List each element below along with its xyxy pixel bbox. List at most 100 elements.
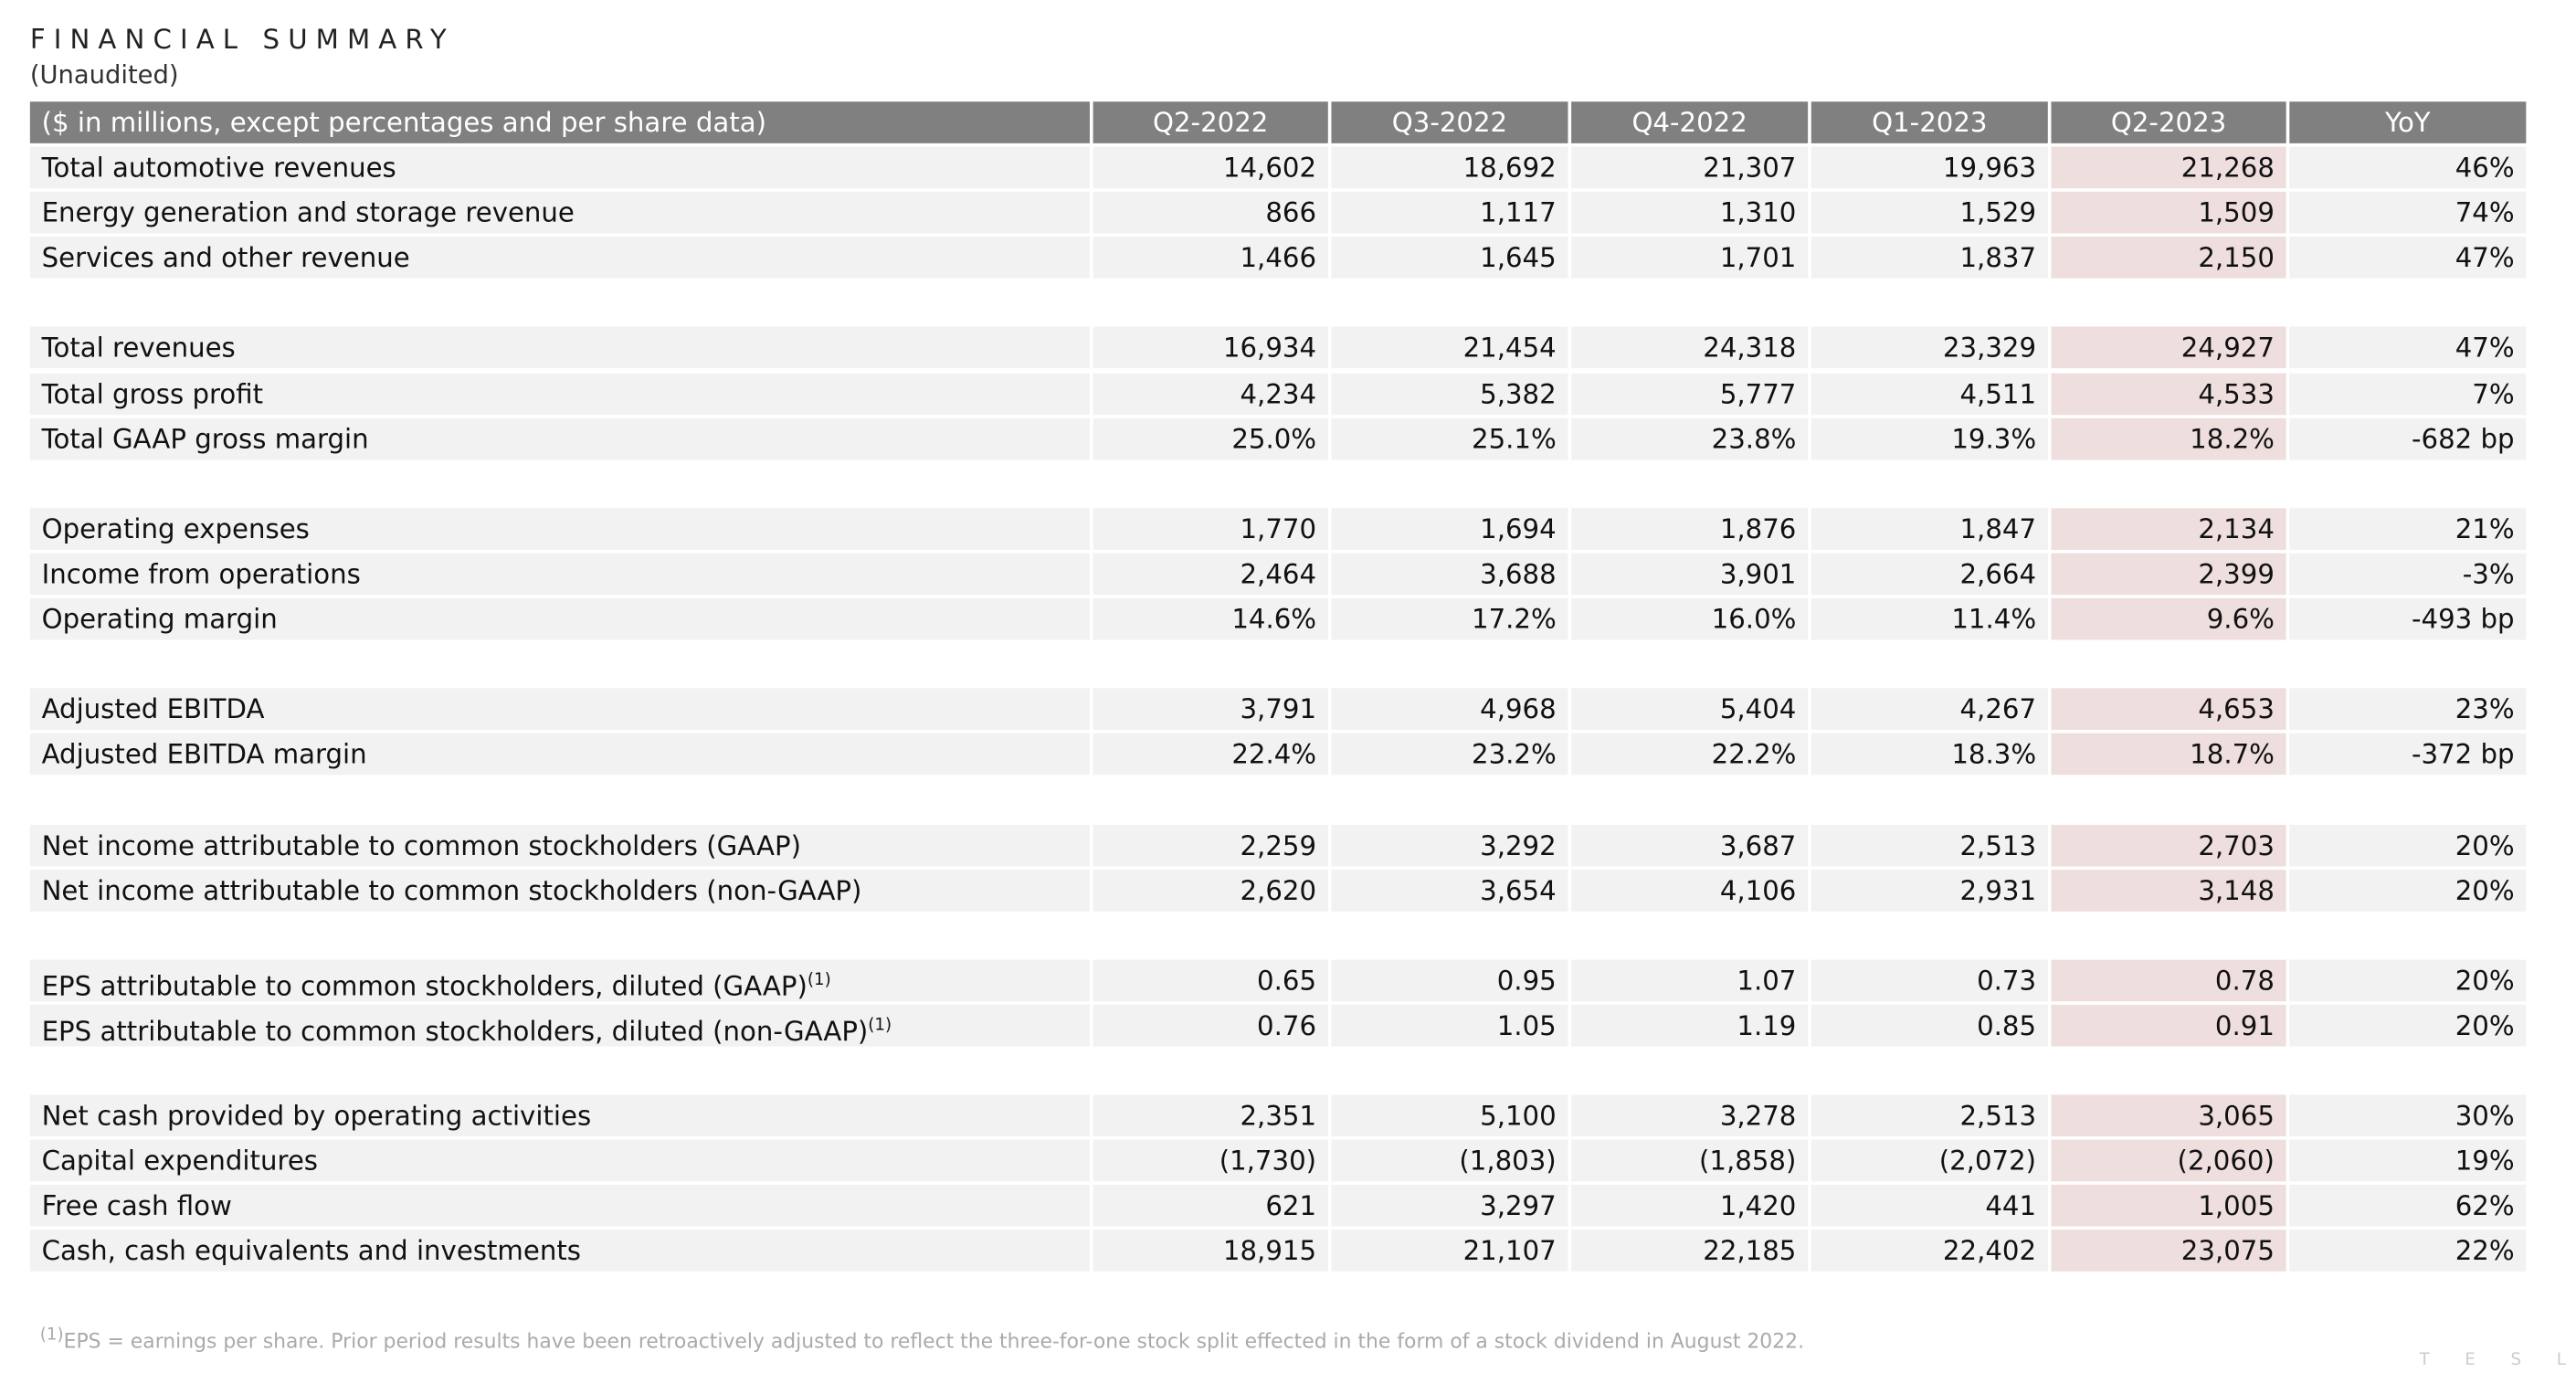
value-cell: 0.85 bbox=[1811, 1004, 2048, 1047]
value-cell: 2,351 bbox=[1093, 1094, 1328, 1137]
value-cell: 23% bbox=[2289, 688, 2527, 731]
value-cell: (1,730) bbox=[1093, 1140, 1328, 1182]
value-cell: 0.95 bbox=[1331, 959, 1568, 1001]
value-cell: 1,770 bbox=[1093, 507, 1328, 550]
value-cell: 21,307 bbox=[1571, 146, 1809, 189]
header-cell: Q1-2023 bbox=[1811, 101, 2048, 143]
logo: T E S L A bbox=[2419, 1351, 2576, 1370]
value-cell: 2,259 bbox=[1093, 824, 1328, 866]
header-cell: YoY bbox=[2289, 101, 2527, 143]
value-cell: -372 bp bbox=[2289, 734, 2527, 776]
value-cell: 2,664 bbox=[1811, 553, 2048, 596]
value-cell: 25.0% bbox=[1093, 417, 1328, 459]
value-cell: 22% bbox=[2289, 1230, 2527, 1272]
row-label: Operating expenses bbox=[29, 507, 1090, 550]
row-label-text: Total revenues bbox=[41, 332, 236, 364]
value-cell: 18.7% bbox=[2051, 734, 2286, 776]
value-cell: 22,402 bbox=[1811, 1230, 2048, 1272]
value-cell: 18.3% bbox=[1811, 734, 2048, 776]
value-cell: 2,513 bbox=[1811, 824, 2048, 866]
row-label: Energy generation and storage revenue bbox=[29, 191, 1090, 234]
title: FINANCIAL SUMMARY bbox=[29, 23, 455, 56]
value-cell: 22.4% bbox=[1093, 734, 1328, 776]
row-label: Free cash flow bbox=[29, 1185, 1090, 1228]
value-cell: 22.2% bbox=[1571, 734, 1809, 776]
row-label: EPS attributable to common stockholders,… bbox=[29, 1004, 1090, 1047]
value-cell: 3,654 bbox=[1331, 869, 1568, 912]
header-cell: Q2-2022 bbox=[1093, 101, 1328, 143]
row-label-text: Free cash flow bbox=[41, 1189, 232, 1222]
value-cell: 19% bbox=[2289, 1140, 2527, 1182]
row-label-text: Capital expenditures bbox=[41, 1145, 319, 1177]
value-cell: 23,329 bbox=[1811, 327, 2048, 369]
value-cell: 2,931 bbox=[1811, 869, 2048, 912]
footnote: (1)EPS = earnings per share. Prior perio… bbox=[40, 1326, 1804, 1353]
value-cell: 19.3% bbox=[1811, 417, 2048, 459]
value-cell: -682 bp bbox=[2289, 417, 2527, 459]
value-cell: 16,934 bbox=[1093, 327, 1328, 369]
value-cell: 5,404 bbox=[1571, 688, 1809, 731]
value-cell: 22,185 bbox=[1571, 1230, 1809, 1272]
value-cell: 3,292 bbox=[1331, 824, 1568, 866]
value-cell: 5,777 bbox=[1571, 372, 1809, 415]
row-label: Adjusted EBITDA bbox=[29, 688, 1090, 731]
header-cell: Q2-2023 bbox=[2051, 101, 2286, 143]
row-label-text: Adjusted EBITDA bbox=[41, 693, 265, 725]
value-cell: 2,513 bbox=[1811, 1094, 2048, 1137]
value-cell: 2,703 bbox=[2051, 824, 2286, 866]
row-label: Total revenues bbox=[29, 327, 1090, 369]
value-cell: 3,297 bbox=[1331, 1185, 1568, 1228]
value-cell: 5,382 bbox=[1331, 372, 1568, 415]
value-cell: 621 bbox=[1093, 1185, 1328, 1228]
value-cell: 46% bbox=[2289, 146, 2527, 189]
value-cell: 1,509 bbox=[2051, 191, 2286, 234]
row-label: Total GAAP gross margin bbox=[29, 417, 1090, 459]
value-cell: 23.8% bbox=[1571, 417, 1809, 459]
row-label: Operating margin bbox=[29, 597, 1090, 640]
value-cell: 3,065 bbox=[2051, 1094, 2286, 1137]
row-label-text: Total gross profit bbox=[41, 377, 264, 409]
value-cell: 1,117 bbox=[1331, 191, 1568, 234]
value-cell: 14,602 bbox=[1093, 146, 1328, 189]
row-label: Net income attributable to common stockh… bbox=[29, 869, 1090, 912]
value-cell: 1,645 bbox=[1331, 237, 1568, 279]
value-cell: 20% bbox=[2289, 824, 2527, 866]
value-cell: 2,134 bbox=[2051, 507, 2286, 550]
value-cell: 4,234 bbox=[1093, 372, 1328, 415]
value-cell: 19,963 bbox=[1811, 146, 2048, 189]
value-cell: 18.2% bbox=[2051, 417, 2286, 459]
value-cell: 47% bbox=[2289, 327, 2527, 369]
value-cell: 3,688 bbox=[1331, 553, 1568, 596]
value-cell: 18,692 bbox=[1331, 146, 1568, 189]
footnote-ref: (1) bbox=[807, 971, 831, 990]
value-cell: (2,072) bbox=[1811, 1140, 2048, 1182]
row-label: Cash, cash equivalents and investments bbox=[29, 1230, 1090, 1272]
value-cell: 4,106 bbox=[1571, 869, 1809, 912]
row-label: Net income attributable to common stockh… bbox=[29, 824, 1090, 866]
value-cell: 5,100 bbox=[1331, 1094, 1568, 1137]
value-cell: 1.07 bbox=[1571, 959, 1809, 1001]
value-cell: 21,454 bbox=[1331, 327, 1568, 369]
row-label-text: Operating expenses bbox=[41, 512, 310, 545]
value-cell: 21% bbox=[2289, 507, 2527, 550]
value-cell: 1,005 bbox=[2051, 1185, 2286, 1228]
row-label: Adjusted EBITDA margin bbox=[29, 734, 1090, 776]
value-cell: 74% bbox=[2289, 191, 2527, 234]
value-cell: 4,533 bbox=[2051, 372, 2286, 415]
value-cell: 14.6% bbox=[1093, 597, 1328, 640]
value-cell: 1.19 bbox=[1571, 1004, 1809, 1047]
value-cell: 1,529 bbox=[1811, 191, 2048, 234]
value-cell: 0.78 bbox=[2051, 959, 2286, 1001]
footnote-marker: (1) bbox=[39, 1325, 64, 1346]
row-label-text: Total automotive revenues bbox=[41, 151, 396, 184]
value-cell: 20% bbox=[2289, 869, 2527, 912]
value-cell: 1.05 bbox=[1331, 1004, 1568, 1047]
value-cell: 21,268 bbox=[2051, 146, 2286, 189]
value-cell: 1,420 bbox=[1571, 1185, 1809, 1228]
row-label-text: Income from operations bbox=[41, 557, 361, 590]
row-label-text: Operating margin bbox=[41, 603, 278, 635]
value-cell: 0.91 bbox=[2051, 1004, 2286, 1047]
row-label-text: Net income attributable to common stockh… bbox=[41, 873, 862, 906]
row-label-text: Total GAAP gross margin bbox=[41, 422, 369, 455]
